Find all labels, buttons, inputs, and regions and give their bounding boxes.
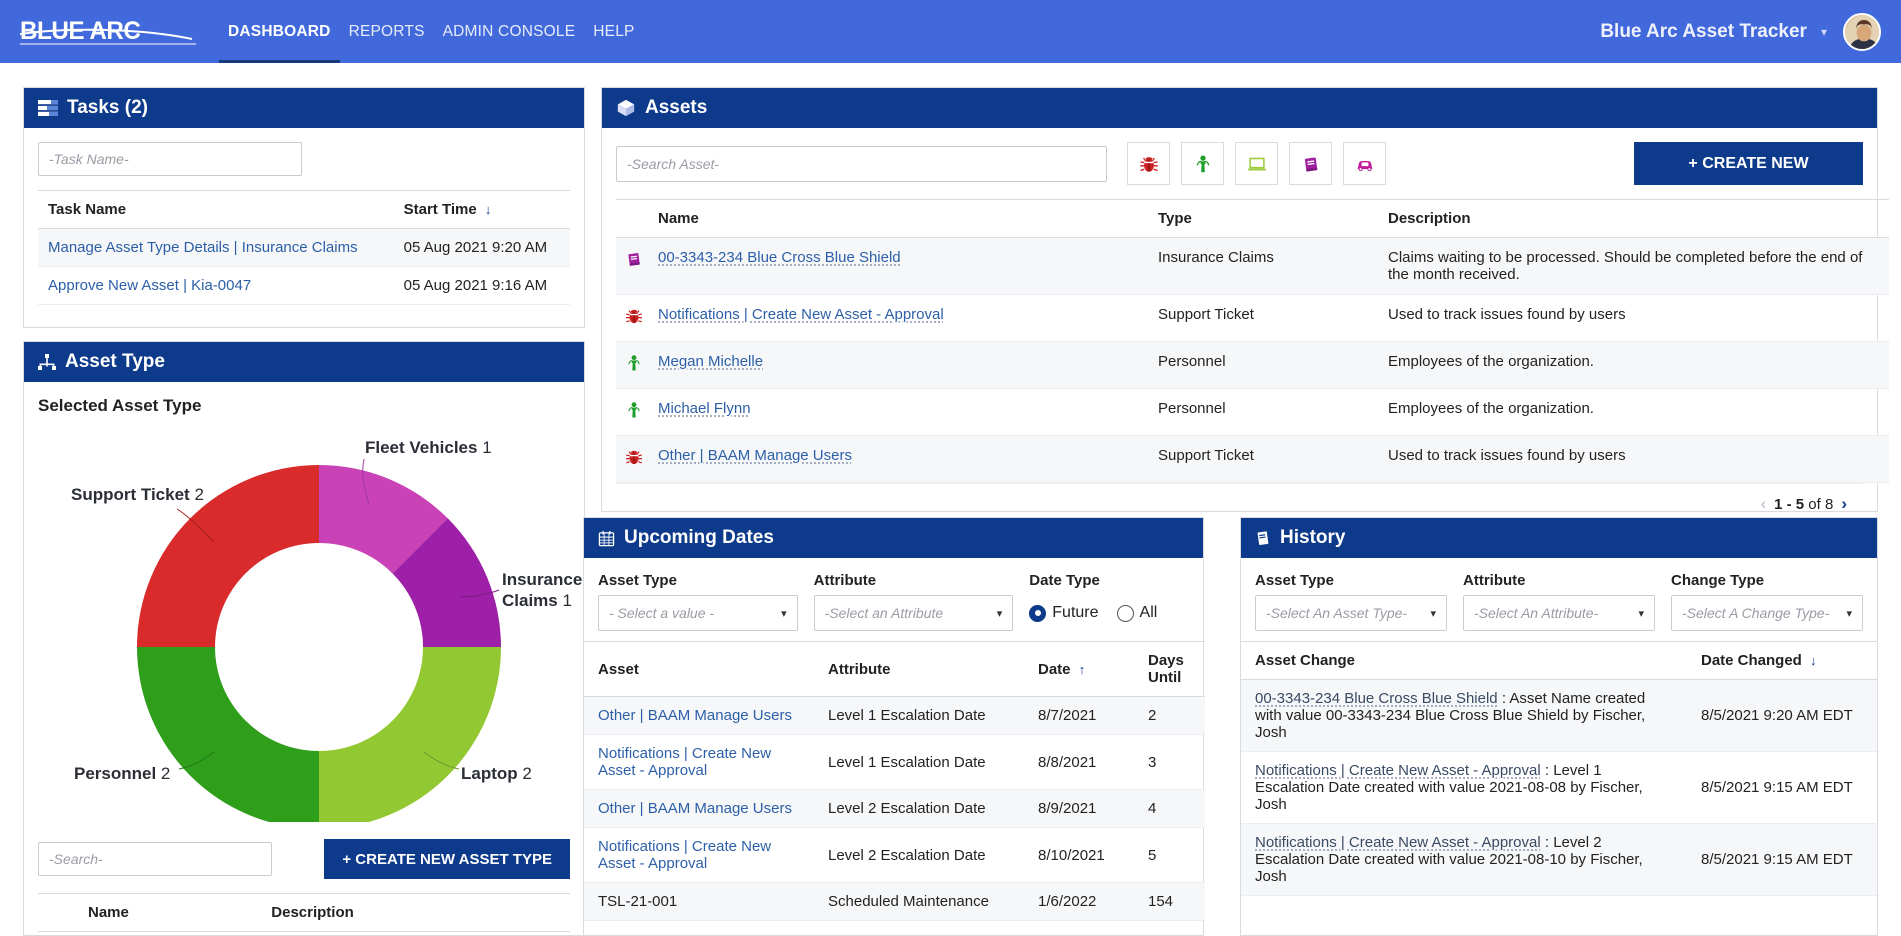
svg-text:Claims 1: Claims 1 [502,591,572,610]
svg-text:Personnel 2: Personnel 2 [74,764,170,783]
svg-text:Insurance: Insurance [502,570,582,589]
svg-text:Fleet Vehicles 1: Fleet Vehicles 1 [365,438,492,457]
svg-text:Laptop 2: Laptop 2 [461,764,532,783]
svg-text:Support Ticket 2: Support Ticket 2 [71,485,204,504]
